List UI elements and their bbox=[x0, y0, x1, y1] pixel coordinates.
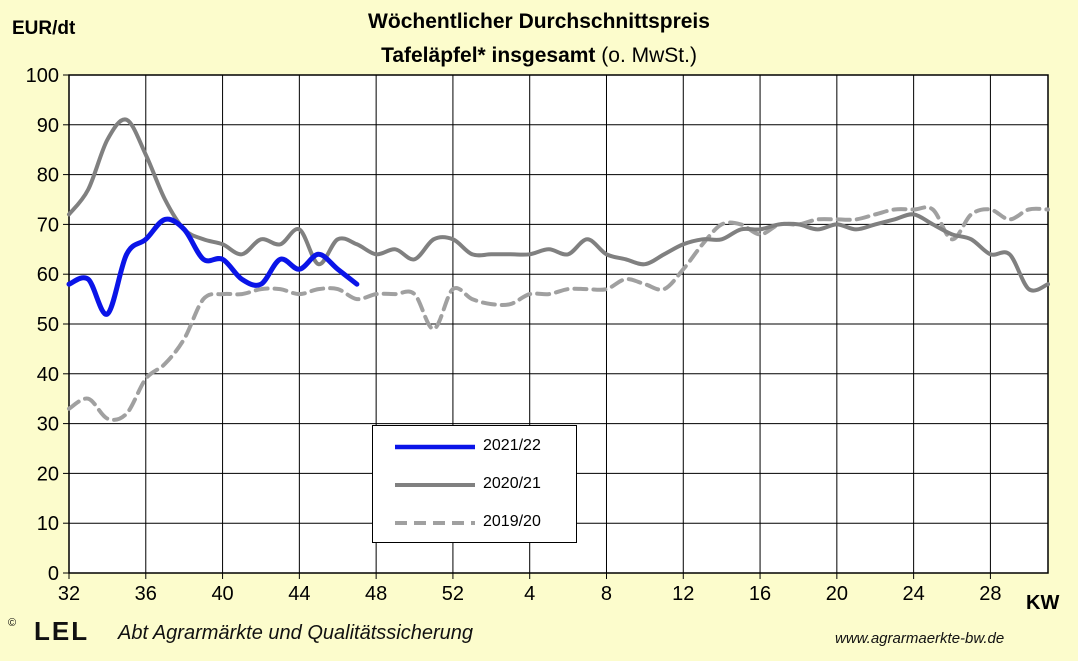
y-axis: 0 10 20 30 40 50 60 70 80 90 100 bbox=[26, 65, 69, 585]
series-line-2021-22 bbox=[66, 216, 360, 317]
y-tick-label: 0 bbox=[48, 563, 59, 585]
y-tick-label: 40 bbox=[37, 364, 59, 386]
x-tick-label: 12 bbox=[672, 583, 694, 605]
y-tick-label: 100 bbox=[26, 65, 59, 87]
series-line-2020-21 bbox=[67, 117, 1050, 293]
chart-subtitle-normal: (o. MwSt.) bbox=[601, 44, 697, 67]
chart-subtitle-bold: Tafeläpfel* insgesamt bbox=[381, 44, 596, 67]
y-tick-label: 50 bbox=[37, 314, 59, 336]
legend: 2021/22 2020/21 2019/20 bbox=[372, 425, 577, 543]
legend-swatch-2020-21 bbox=[395, 483, 475, 487]
y-axis-label: EUR/dt bbox=[12, 18, 76, 39]
y-tick-label: 20 bbox=[37, 463, 59, 485]
x-tick-label: 32 bbox=[58, 583, 80, 605]
y-tick-label: 90 bbox=[37, 115, 59, 137]
y-tick-label: 10 bbox=[37, 513, 59, 535]
x-tick-label: 28 bbox=[979, 583, 1001, 605]
y-tick-label: 60 bbox=[37, 264, 59, 286]
legend-swatch-2019-20 bbox=[395, 521, 475, 525]
website-url: www.agrarmaerkte-bw.de bbox=[835, 630, 1005, 647]
legend-item-2021-22: 2021/22 bbox=[395, 437, 575, 461]
x-tick-label: 8 bbox=[601, 583, 612, 605]
legend-label-2019-20: 2019/20 bbox=[483, 513, 541, 530]
series-layer bbox=[66, 117, 1050, 422]
x-tick-label: 4 bbox=[524, 583, 535, 605]
x-tick-label: 44 bbox=[288, 583, 310, 605]
legend-label-2021-22: 2021/22 bbox=[483, 437, 541, 454]
legend-item-2019-20: 2019/20 bbox=[395, 513, 575, 537]
series-line-2019-20 bbox=[67, 205, 1050, 422]
y-tick-label: 30 bbox=[37, 414, 59, 436]
department-name: Abt Agrarmärkte und Qualitätssicherung bbox=[118, 622, 473, 644]
legend-swatch-2021-22 bbox=[395, 444, 475, 450]
x-axis-label: KW bbox=[1026, 592, 1060, 614]
y-tick-label: 80 bbox=[37, 165, 59, 187]
x-tick-label: 36 bbox=[135, 583, 157, 605]
x-tick-label: 20 bbox=[826, 583, 848, 605]
x-tick-label: 24 bbox=[903, 583, 925, 605]
legend-label-2020-21: 2020/21 bbox=[483, 475, 541, 492]
x-tick-label: 52 bbox=[442, 583, 464, 605]
x-axis: 32 36 40 44 48 52 4 8 12 16 20 24 28 bbox=[58, 573, 1002, 605]
lel-logo: LEL bbox=[34, 616, 90, 646]
copyright-mark: © bbox=[8, 617, 17, 629]
chart-subtitle: Tafeläpfel* insgesamt (o. MwSt.) bbox=[0, 44, 1078, 68]
y-tick-label: 70 bbox=[37, 214, 59, 236]
x-tick-label: 40 bbox=[211, 583, 233, 605]
x-tick-label: 16 bbox=[749, 583, 771, 605]
chart-title: Wöchentlicher Durchschnittspreis bbox=[368, 10, 710, 33]
x-tick-label: 48 bbox=[365, 583, 387, 605]
legend-item-2020-21: 2020/21 bbox=[395, 475, 575, 499]
